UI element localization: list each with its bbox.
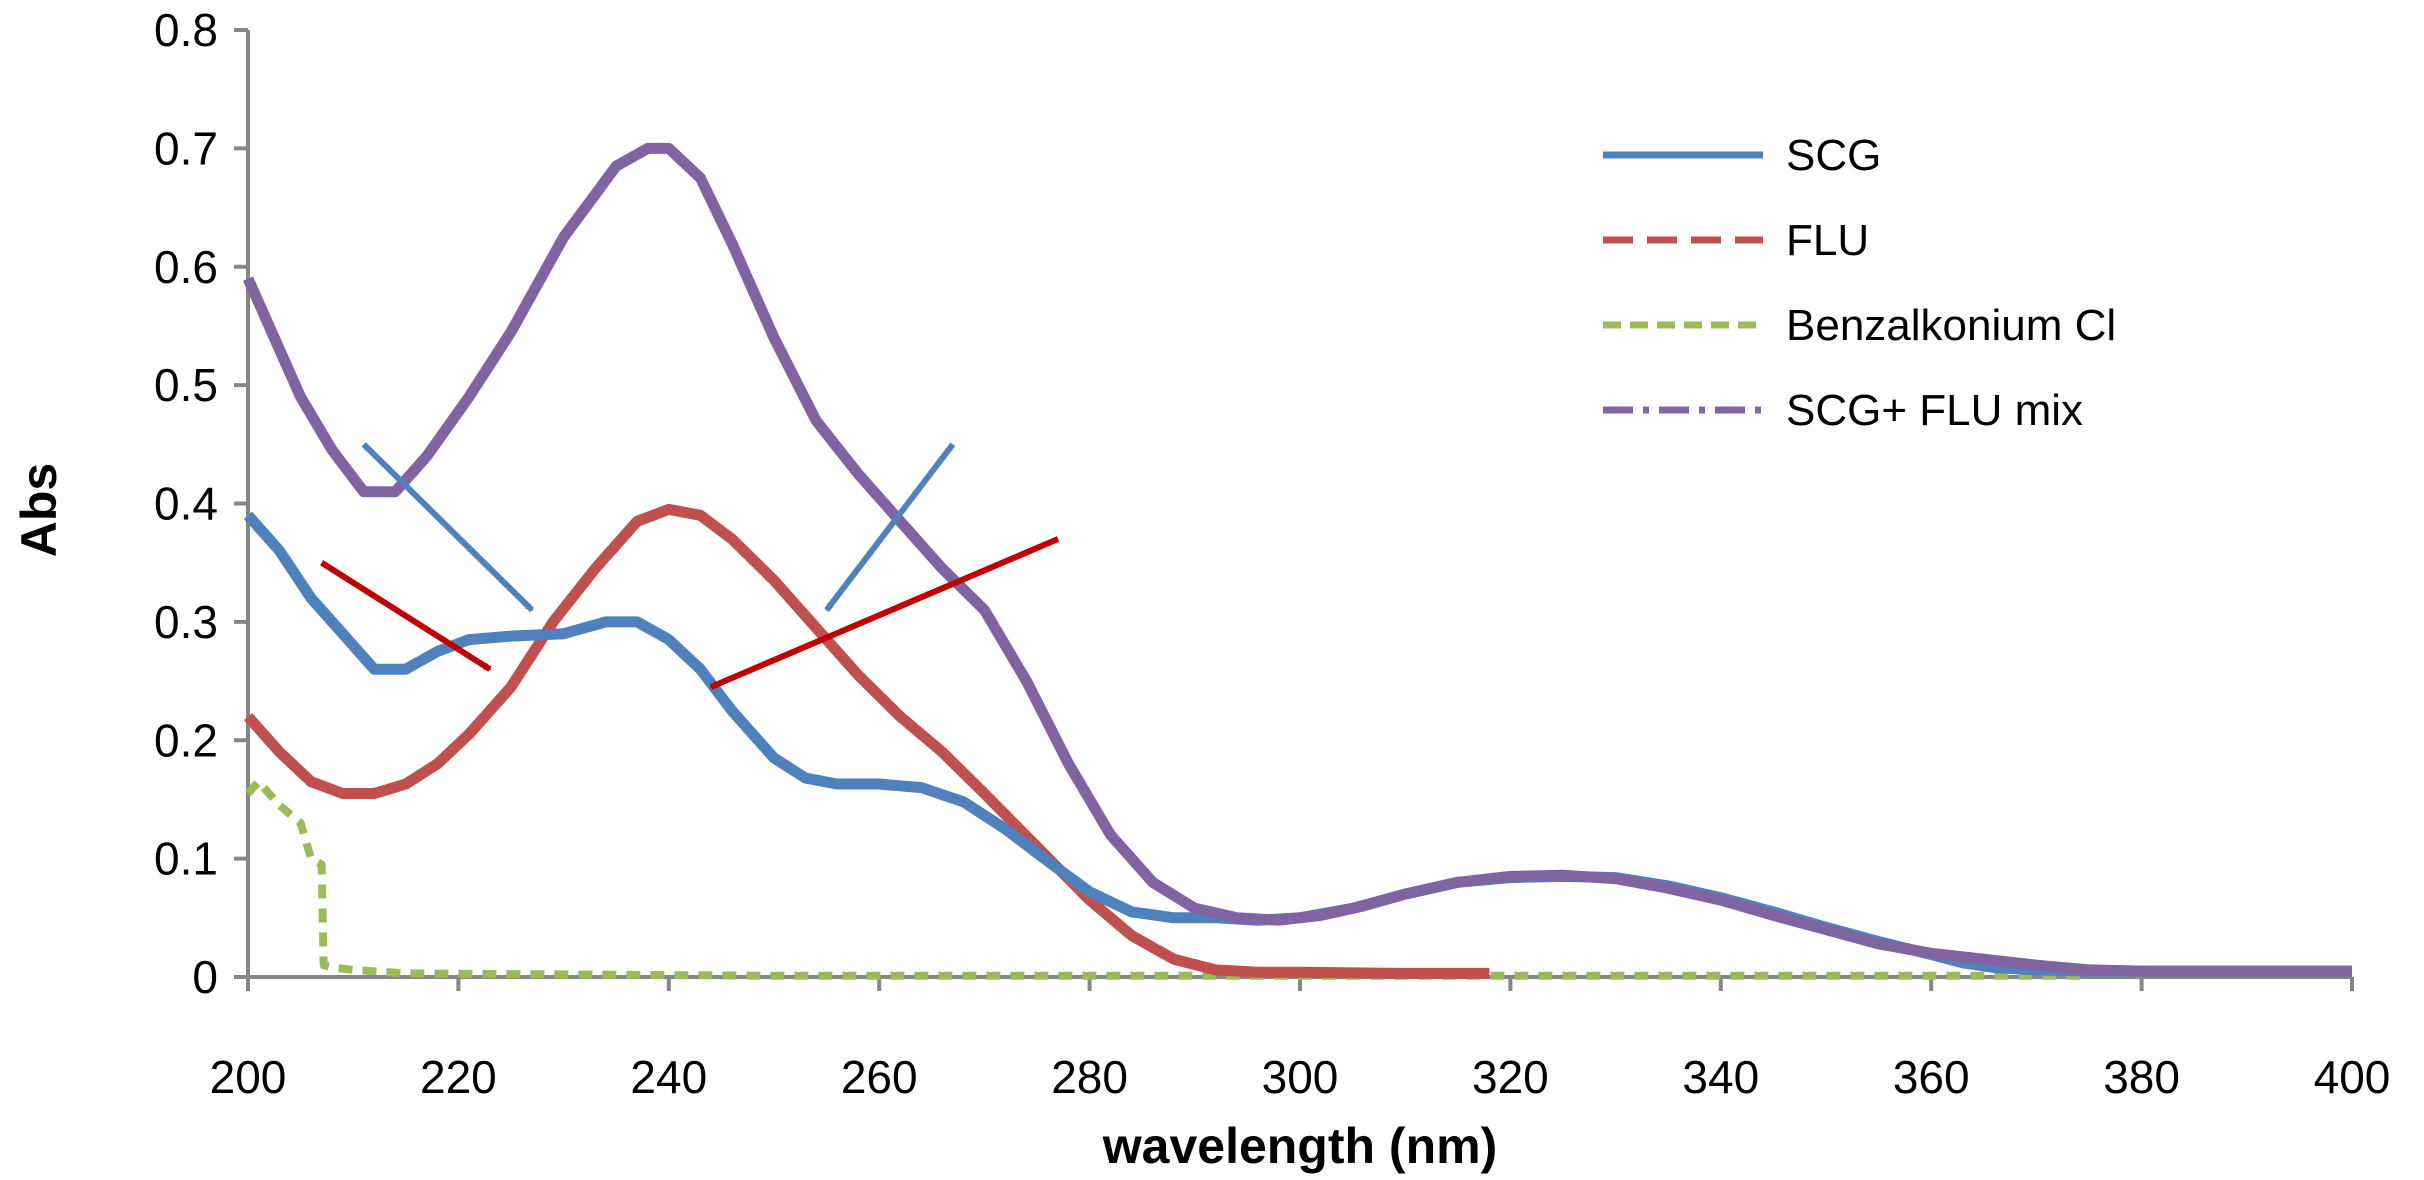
series-line-benzalkonium-cl	[245, 777, 2089, 980]
x-tick-label: 300	[1262, 1051, 1339, 1103]
series-line-scg-flu-mix	[242, 142, 2352, 977]
x-tick-label: 400	[2314, 1051, 2391, 1103]
y-tick-label: 0.1	[154, 833, 218, 885]
y-tick-label: 0.5	[154, 359, 218, 411]
y-axis-title: Abs	[11, 463, 67, 557]
y-tick-group: 0 0.1 0.2 0.3 0.4 0.5 0.6 0.7 0.8	[154, 4, 248, 1003]
x-tick-label: 360	[1893, 1051, 1970, 1103]
y-tick-label: 0.2	[154, 714, 218, 766]
series-line-scg	[243, 511, 2352, 977]
legend-label-flu: FLU	[1786, 216, 1869, 265]
annotation-arrows	[320, 442, 1060, 690]
legend-label-mix: SCG+ FLU mix	[1786, 386, 2083, 435]
y-tick-label: 0.4	[154, 478, 218, 530]
x-tick-label: 280	[1051, 1051, 1128, 1103]
annotation-arrow-blue-0	[361, 442, 535, 613]
y-tick-label: 0.3	[154, 596, 218, 648]
x-tick-group: 200 220 240 260 280 300 320 340 360 380 400	[210, 977, 2391, 1103]
annotation-arrow-red-2	[320, 560, 490, 672]
y-tick-label: 0	[192, 951, 218, 1003]
series-group	[242, 142, 2352, 980]
series-line-flu	[243, 503, 1490, 979]
x-tick-label: 320	[1472, 1051, 1549, 1103]
x-tick-label: 240	[630, 1051, 707, 1103]
y-tick-label: 0.8	[154, 4, 218, 56]
legend-label-scg: SCG	[1786, 131, 1881, 180]
legend-label-benzalkonium: Benzalkonium Cl	[1786, 301, 2116, 350]
legend: SCG FLU Benzalkonium Cl SCG+ FLU mix	[1603, 131, 2116, 435]
x-tick-label: 200	[210, 1051, 287, 1103]
x-tick-label: 380	[2103, 1051, 2180, 1103]
y-tick-label: 0.7	[154, 122, 218, 174]
annotation-arrow-red-3	[711, 536, 1060, 690]
annotation-arrow-blue-1	[824, 442, 956, 612]
x-tick-label: 340	[1682, 1051, 1759, 1103]
x-tick-label: 220	[420, 1051, 497, 1103]
x-axis-title: wavelength (nm)	[1102, 1118, 1497, 1174]
x-tick-label: 260	[841, 1051, 918, 1103]
y-tick-label: 0.6	[154, 241, 218, 293]
